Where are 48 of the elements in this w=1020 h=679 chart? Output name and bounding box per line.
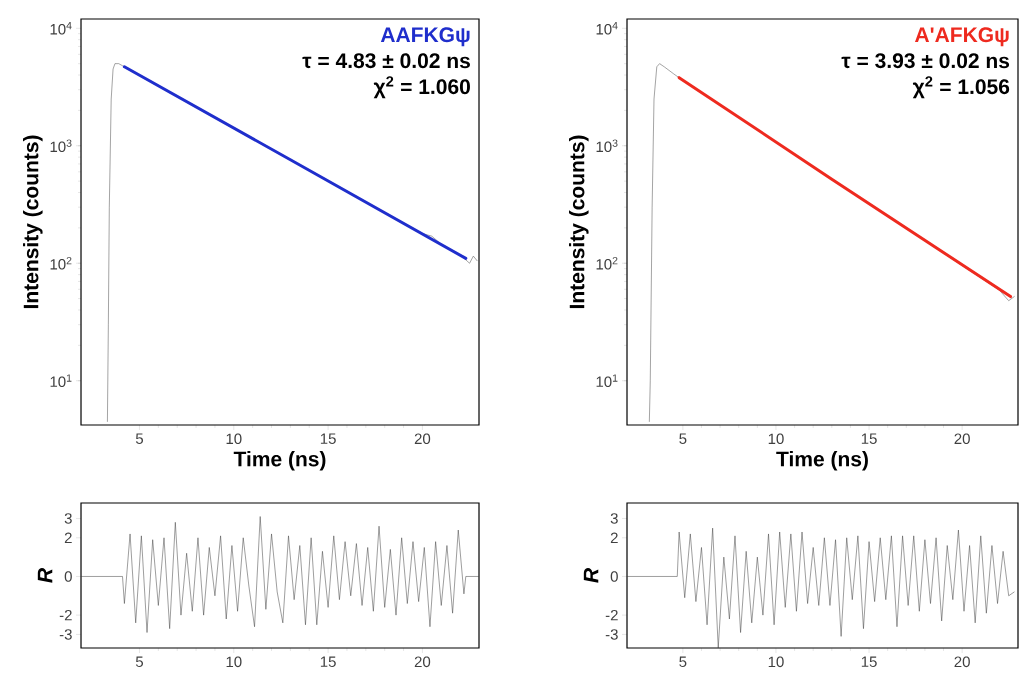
y-tick-label: -3 bbox=[59, 629, 72, 640]
line-series bbox=[81, 516, 479, 633]
y-tick-label: 10$^{4}$ bbox=[50, 22, 72, 35]
x-axis-title: Time (ns) bbox=[776, 451, 868, 471]
y-tick-label: 10$^{3}$ bbox=[596, 139, 618, 153]
annotation: τ = 3.93 ± 0.02 ns bbox=[841, 53, 1010, 69]
x-tick-label: 15 bbox=[861, 656, 877, 667]
x-tick-label: 5 bbox=[679, 433, 687, 444]
text: A'AFKGψ bbox=[914, 27, 1009, 47]
annotation: χ$^{2}$ = 1.060 bbox=[373, 76, 470, 99]
y-tick-label: 10$^{2}$ bbox=[596, 256, 618, 270]
line-series bbox=[627, 527, 1015, 648]
y-tick-label: 0 bbox=[64, 571, 72, 582]
y-tick-label: 3 bbox=[610, 513, 618, 524]
y-axis-title: Intensity (counts) bbox=[23, 135, 43, 309]
y-tick-label: 2 bbox=[64, 532, 72, 544]
text: AAFKGψ bbox=[380, 27, 470, 47]
x-tick-label: 15 bbox=[861, 433, 877, 444]
x-tick-label: 5 bbox=[135, 656, 144, 667]
y-axis-title: R bbox=[583, 568, 599, 583]
x-axis-title: Time (ns) bbox=[233, 451, 326, 471]
y-tick-label: -2 bbox=[59, 609, 72, 621]
x-tick-label: 15 bbox=[320, 433, 336, 444]
x-tick-label: 15 bbox=[320, 656, 336, 667]
x-tick-label: 5 bbox=[135, 433, 144, 444]
y-tick-label: -2 bbox=[605, 609, 618, 621]
y-tick-label: 10$^{3}$ bbox=[50, 139, 72, 153]
annotation: χ$^{2}$ = 1.056 bbox=[912, 76, 1010, 99]
x-tick-label: 10 bbox=[768, 656, 784, 668]
y-tick-label: 10$^{1}$ bbox=[50, 374, 72, 388]
x-tick-label: 20 bbox=[954, 433, 970, 445]
y-tick-label: 3 bbox=[64, 513, 72, 524]
y-tick-label: -3 bbox=[605, 629, 618, 640]
x-tick-label: 20 bbox=[414, 433, 431, 445]
y-tick-label: 10$^{1}$ bbox=[596, 374, 618, 388]
x-tick-label: 20 bbox=[414, 656, 431, 668]
annotation: τ = 4.83 ± 0.02 ns bbox=[302, 53, 470, 69]
x-tick-label: 10 bbox=[768, 433, 784, 445]
x-tick-label: 10 bbox=[226, 656, 242, 668]
x-tick-label: 20 bbox=[954, 656, 970, 668]
y-tick-label: 10$^{4}$ bbox=[596, 22, 618, 35]
y-axis-title: R bbox=[37, 568, 53, 583]
y-tick-label: 0 bbox=[610, 571, 618, 582]
y-tick-label: 10$^{2}$ bbox=[50, 256, 72, 270]
x-tick-label: 5 bbox=[679, 656, 687, 667]
y-axis-title: Intensity (counts) bbox=[569, 135, 589, 309]
y-tick-label: 2 bbox=[610, 532, 618, 544]
x-tick-label: 10 bbox=[226, 433, 242, 445]
